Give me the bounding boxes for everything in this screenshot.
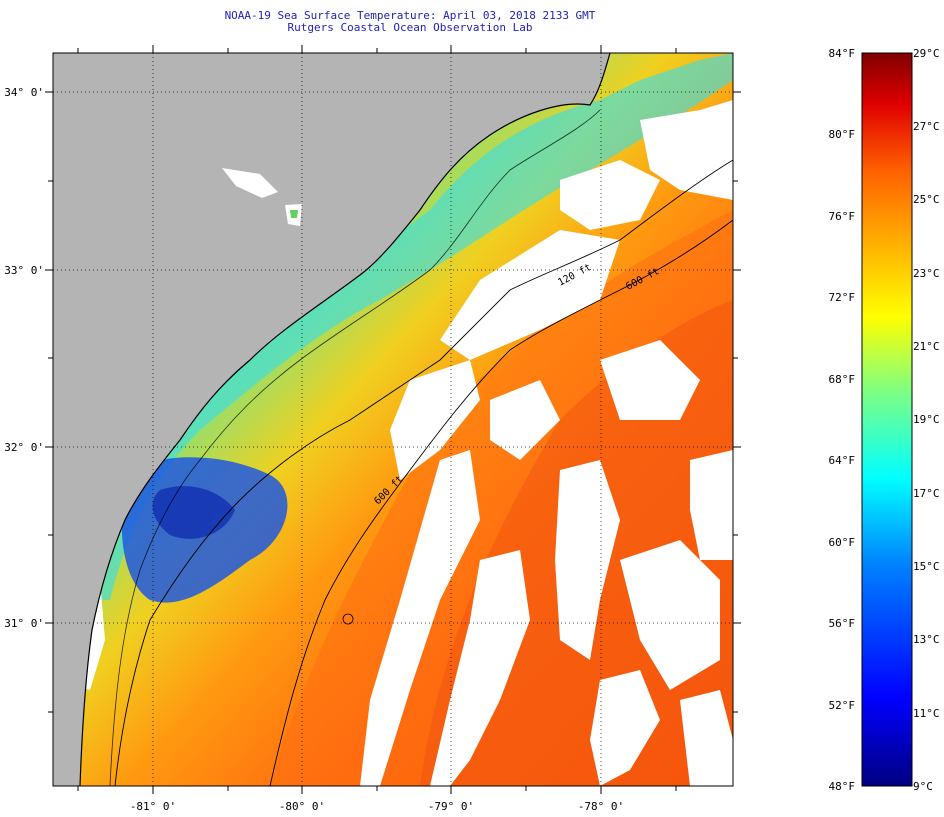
lat-label-31: 31° 0' [4, 617, 44, 630]
lat-label-34: 34° 0' [4, 86, 44, 99]
land-mass [53, 53, 610, 786]
cbar-f-64: 64°F [828, 454, 856, 467]
cbar-c-9: 9°C [913, 780, 933, 793]
cbar-c-29: 29°C [913, 47, 940, 60]
cloud-mask [70, 68, 733, 786]
map-frame [52, 52, 734, 787]
colorbar-gradient [862, 53, 912, 786]
map-subtitle: Rutgers Coastal Ocean Observation Lab [287, 21, 533, 34]
lon-label-81: -81° 0' [129, 800, 177, 813]
cbar-f-48: 48°F [828, 780, 856, 793]
cbar-c-27: 27°C [913, 120, 940, 133]
graticule [53, 53, 733, 786]
lon-label-80: -80° 0' [278, 800, 326, 813]
cbar-c-19: 19°C [913, 413, 940, 426]
lon-label-78: -78° 0' [577, 800, 625, 813]
cbar-c-15: 15°C [913, 560, 940, 573]
isobath-120ft [114, 159, 733, 786]
cbar-c-11: 11°C [913, 707, 940, 720]
cbar-f-52: 52°F [828, 699, 856, 712]
lat-label-32: 32° 0' [4, 441, 44, 454]
isobath-600ft [269, 219, 733, 786]
lon-label-79: -79° 0' [427, 800, 475, 813]
cbar-f-60: 60°F [828, 536, 856, 549]
cbar-c-25: 25°C [913, 193, 940, 206]
cbar-f-76: 76°F [828, 210, 856, 223]
colorbar-frame [861, 52, 913, 787]
coastline [79, 53, 611, 786]
cbar-f-68: 68°F [828, 373, 856, 386]
cbar-c-17: 17°C [913, 487, 940, 500]
lat-label-33: 33° 0' [4, 264, 44, 277]
cbar-c-23: 23°C [913, 267, 940, 280]
cbar-f-72: 72°F [828, 291, 856, 304]
cbar-c-21: 21°C [913, 340, 940, 353]
cbar-c-13: 13°C [913, 633, 940, 646]
map-title: NOAA-19 Sea Surface Temperature: April 0… [224, 9, 596, 22]
cbar-f-84: 84°F [828, 47, 856, 60]
cbar-f-80: 80°F [828, 128, 856, 141]
cbar-f-56: 56°F [828, 617, 856, 630]
